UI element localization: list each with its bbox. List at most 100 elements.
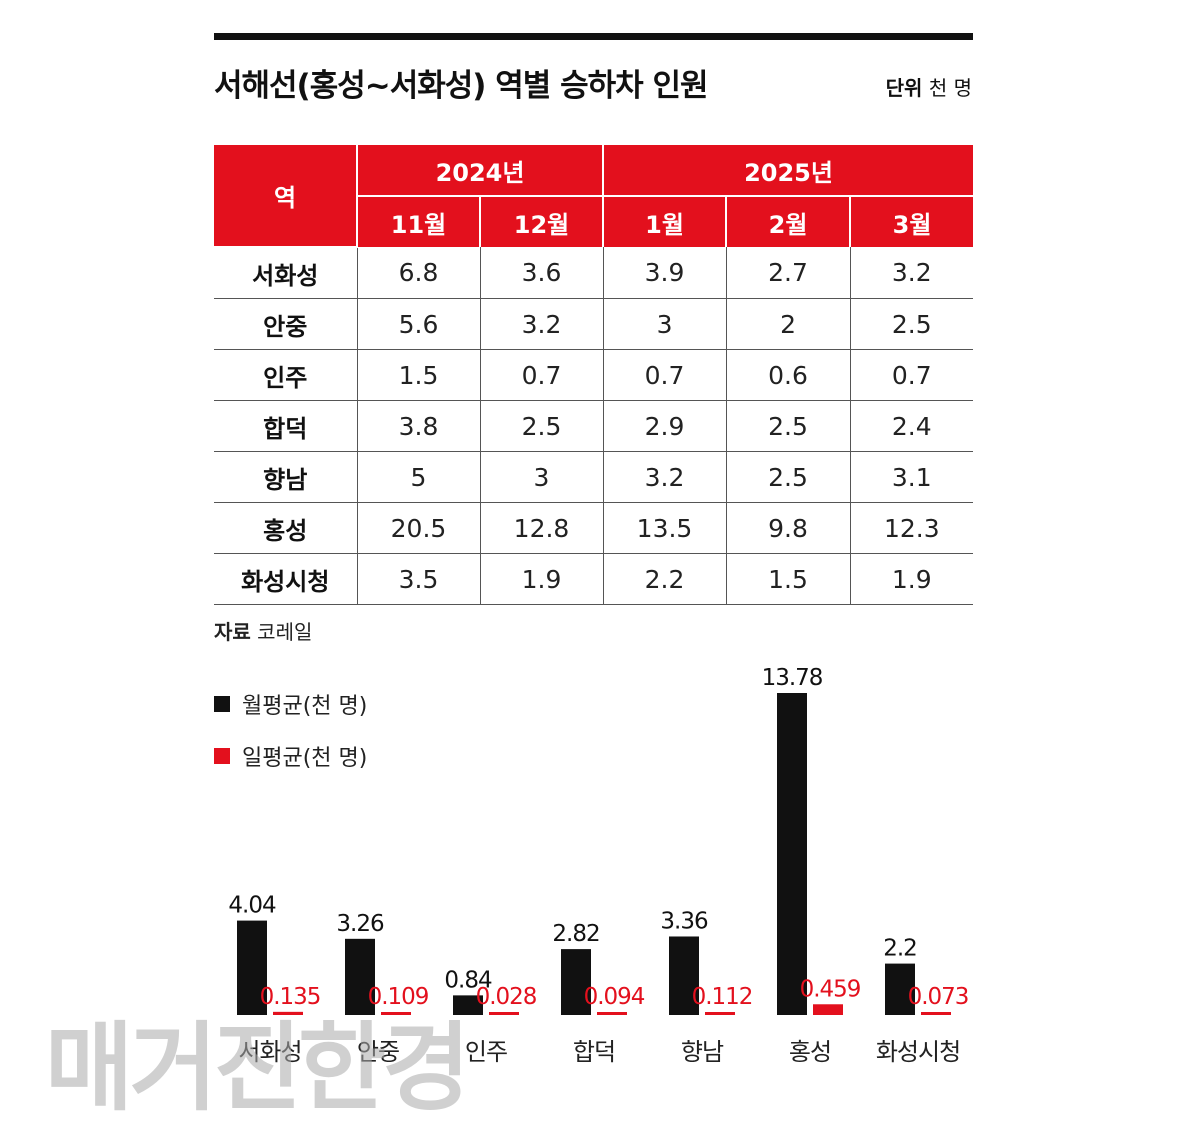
month-header-row: 11월 12월 1월 2월 3월 xyxy=(214,196,974,247)
table-row: 홍성 20.5 12.8 13.5 9.8 12.3 xyxy=(214,502,974,554)
category-label: 합덕 xyxy=(573,1038,615,1066)
table-row: 합덕 3.8 2.5 2.9 2.5 2.4 xyxy=(214,400,974,452)
value-cell: 12.3 xyxy=(849,502,974,554)
bar-daily xyxy=(705,1012,735,1015)
category-label: 화성시청 xyxy=(876,1038,960,1066)
value-cell: 0.7 xyxy=(602,349,727,401)
value-cell: 20.5 xyxy=(356,502,480,554)
legend-swatch-red xyxy=(214,748,230,764)
table-row: 서화성 6.8 3.6 3.9 2.7 3.2 xyxy=(214,247,974,299)
value-cell: 3.2 xyxy=(479,298,604,350)
value-cell: 0.7 xyxy=(479,349,604,401)
value-cell: 2.5 xyxy=(849,298,974,350)
bar-monthly xyxy=(345,938,375,1015)
data-label-daily: 0.459 xyxy=(800,976,861,1002)
legend-item-daily: 일평균(천 명) xyxy=(214,740,367,772)
station-name-cell: 합덕 xyxy=(214,400,357,452)
category-label: 향남 xyxy=(681,1038,724,1066)
station-name-cell: 향남 xyxy=(214,451,357,503)
page-title: 서해선(홍성~서화성) 역별 승하차 인원 xyxy=(214,68,708,104)
unit-note: 단위 천 명 xyxy=(886,72,972,101)
value-cell: 0.6 xyxy=(725,349,851,401)
bar-daily xyxy=(273,1011,303,1015)
value-cell: 2.5 xyxy=(725,451,851,503)
bar-monthly xyxy=(561,949,591,1015)
source-value: 코레일 xyxy=(257,620,313,644)
value-cell: 0.7 xyxy=(849,349,974,401)
category-label: 인주 xyxy=(465,1038,507,1066)
station-name-cell: 안중 xyxy=(214,298,357,350)
station-name-cell: 인주 xyxy=(214,349,357,401)
data-label-monthly: 13.78 xyxy=(762,665,823,691)
value-cell: 12.8 xyxy=(479,502,604,554)
bar-monthly xyxy=(453,995,483,1015)
bar-monthly xyxy=(777,693,807,1015)
year-header-row: 역 2024년 2025년 xyxy=(214,145,974,248)
legend-item-monthly: 월평균(천 명) xyxy=(214,688,367,720)
value-cell: 2.9 xyxy=(602,400,727,452)
data-label-daily: 0.094 xyxy=(584,984,645,1010)
table-row: 인주 1.5 0.7 0.7 0.6 0.7 xyxy=(214,349,974,401)
value-cell: 3 xyxy=(602,298,727,350)
data-label-monthly: 2.2 xyxy=(883,936,917,962)
value-cell: 5.6 xyxy=(356,298,480,350)
data-label-daily: 0.109 xyxy=(368,984,429,1010)
value-cell: 5 xyxy=(356,451,480,503)
bar-daily xyxy=(489,1012,519,1015)
unit-label: 단위 xyxy=(885,76,923,100)
value-cell: 1.9 xyxy=(849,553,974,605)
top-rule xyxy=(214,33,973,40)
month-header: 1월 xyxy=(602,196,727,247)
category-label: 안중 xyxy=(357,1038,399,1066)
bar-monthly xyxy=(885,963,915,1015)
unit-value: 천 명 xyxy=(928,76,972,100)
data-label-monthly: 3.26 xyxy=(336,911,384,937)
year-header-2024: 2024년 xyxy=(355,145,604,197)
table-row: 화성시청 3.5 1.9 2.2 1.5 1.9 xyxy=(214,553,974,605)
value-cell: 1.5 xyxy=(356,349,480,401)
data-label-daily: 0.028 xyxy=(476,984,537,1010)
value-cell: 3.5 xyxy=(356,553,480,605)
month-header: 11월 xyxy=(356,196,480,247)
value-cell: 2.5 xyxy=(725,400,851,452)
month-header: 3월 xyxy=(849,196,974,247)
station-name-cell: 서화성 xyxy=(214,247,357,299)
legend-label: 일평균(천 명) xyxy=(242,746,368,771)
data-label-monthly: 0.84 xyxy=(444,967,492,993)
bar-monthly xyxy=(237,920,267,1015)
year-header-2025: 2025년 xyxy=(602,145,974,197)
month-header: 12월 xyxy=(478,196,604,247)
ridership-table: 역 2024년 2025년 11월 12월 1월 2월 3월 서화성 6.8 3.6… xyxy=(214,145,974,605)
bar-monthly xyxy=(669,936,699,1015)
data-label-monthly: 4.04 xyxy=(228,893,276,919)
bar-daily xyxy=(813,1004,843,1015)
value-cell: 9.8 xyxy=(725,502,851,554)
month-header: 2월 xyxy=(725,196,851,247)
value-cell: 3.2 xyxy=(849,247,974,299)
source-label: 자료 xyxy=(214,620,251,644)
data-label-daily: 0.135 xyxy=(260,984,321,1010)
bar-daily xyxy=(381,1012,411,1015)
value-cell: 13.5 xyxy=(602,502,727,554)
value-cell: 3 xyxy=(479,451,604,503)
value-cell: 3.6 xyxy=(479,247,604,299)
value-cell: 2.7 xyxy=(725,247,851,299)
data-label-daily: 0.073 xyxy=(908,984,969,1010)
table-row: 향남 5 3 3.2 2.5 3.1 xyxy=(214,451,974,503)
value-cell: 2.2 xyxy=(602,553,727,605)
value-cell: 3.1 xyxy=(849,451,974,503)
station-name-cell: 홍성 xyxy=(214,502,357,554)
value-cell: 3.2 xyxy=(602,451,727,503)
category-label: 서화성 xyxy=(238,1038,301,1066)
station-column-header: 역 xyxy=(214,145,357,248)
data-label-daily: 0.112 xyxy=(692,984,753,1010)
bar-daily xyxy=(597,1012,627,1015)
value-cell: 1.5 xyxy=(725,553,851,605)
table-body: 서화성 6.8 3.6 3.9 2.7 3.2 안중 5.6 3.2 3 2 2.5 인주 1.5 0.7 0… xyxy=(214,247,974,605)
value-cell: 3.8 xyxy=(356,400,480,452)
bar-daily xyxy=(921,1012,951,1015)
table-row: 안중 5.6 3.2 3 2 2.5 xyxy=(214,298,974,350)
value-cell: 2 xyxy=(725,298,851,350)
legend-swatch-black xyxy=(214,696,230,712)
